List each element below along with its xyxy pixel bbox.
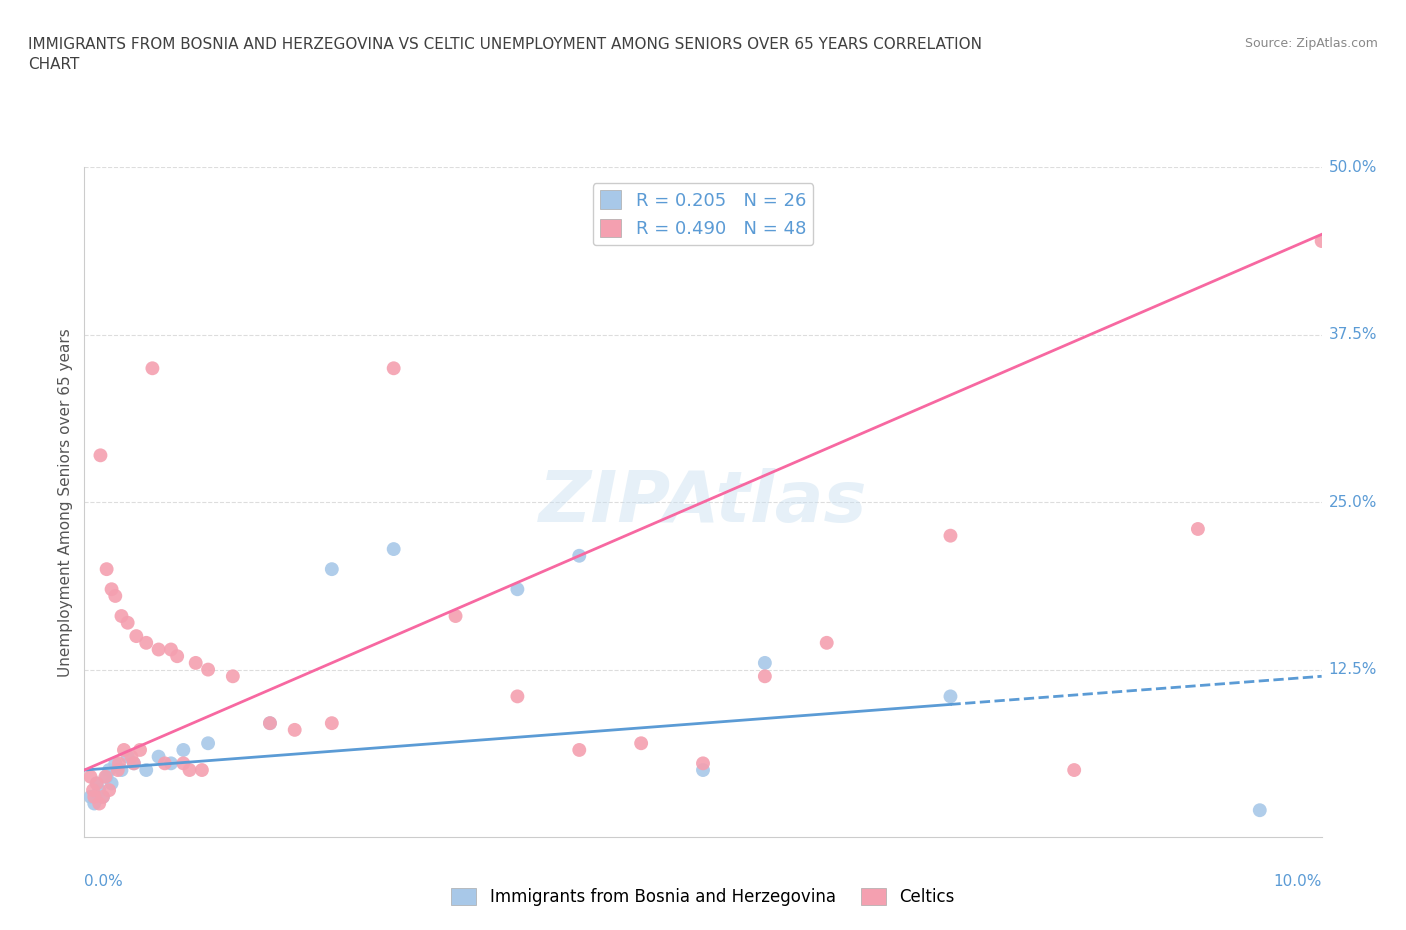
Point — [506, 582, 529, 597]
Legend: R = 0.205   N = 26, R = 0.490   N = 48: R = 0.205 N = 26, R = 0.490 N = 48 — [592, 183, 814, 246]
Point — [172, 756, 194, 771]
Point — [160, 756, 183, 771]
Point — [89, 448, 111, 463]
Point — [259, 716, 281, 731]
Point — [321, 716, 343, 731]
Point — [160, 642, 183, 657]
Point — [94, 769, 117, 784]
Point — [79, 790, 101, 804]
Point — [692, 763, 714, 777]
Point — [107, 763, 129, 777]
Point — [939, 528, 962, 543]
Point — [86, 776, 108, 790]
Point — [172, 742, 194, 757]
Point — [82, 783, 104, 798]
Point — [83, 790, 105, 804]
Point — [754, 656, 776, 671]
Point — [191, 763, 214, 777]
Point — [506, 689, 529, 704]
Point — [100, 582, 122, 597]
Point — [222, 669, 245, 684]
Point — [1187, 522, 1209, 537]
Point — [89, 796, 111, 811]
Point — [110, 763, 132, 777]
Point — [110, 608, 132, 623]
Point — [692, 756, 714, 771]
Point — [382, 541, 405, 556]
Point — [98, 763, 121, 777]
Text: IMMIGRANTS FROM BOSNIA AND HERZEGOVINA VS CELTIC UNEMPLOYMENT AMONG SENIORS OVER: IMMIGRANTS FROM BOSNIA AND HERZEGOVINA V… — [28, 37, 983, 72]
Point — [122, 756, 145, 771]
Point — [184, 656, 207, 671]
Text: 12.5%: 12.5% — [1329, 662, 1376, 677]
Point — [179, 763, 201, 777]
Point — [141, 361, 163, 376]
Legend: Immigrants from Bosnia and Herzegovina, Celtics: Immigrants from Bosnia and Herzegovina, … — [444, 881, 962, 912]
Point — [135, 763, 157, 777]
Text: 10.0%: 10.0% — [1274, 874, 1322, 889]
Point — [96, 562, 118, 577]
Point — [166, 649, 188, 664]
Point — [1063, 763, 1085, 777]
Y-axis label: Unemployment Among Seniors over 65 years: Unemployment Among Seniors over 65 years — [58, 328, 73, 677]
Point — [96, 769, 118, 784]
Point — [86, 776, 108, 790]
Text: 37.5%: 37.5% — [1329, 327, 1376, 342]
Point — [122, 756, 145, 771]
Text: 25.0%: 25.0% — [1329, 495, 1376, 510]
Point — [568, 742, 591, 757]
Point — [284, 723, 307, 737]
Point — [120, 750, 142, 764]
Point — [1310, 233, 1333, 248]
Point — [815, 635, 838, 650]
Point — [153, 756, 176, 771]
Point — [104, 756, 127, 771]
Point — [117, 616, 139, 631]
Point — [382, 361, 405, 376]
Point — [568, 549, 591, 564]
Point — [754, 669, 776, 684]
Text: ZIPAtlas: ZIPAtlas — [538, 468, 868, 537]
Point — [104, 589, 127, 604]
Point — [108, 756, 131, 771]
Text: 0.0%: 0.0% — [84, 874, 124, 889]
Point — [1249, 803, 1271, 817]
Point — [321, 562, 343, 577]
Point — [630, 736, 652, 751]
Text: 50.0%: 50.0% — [1329, 160, 1376, 175]
Point — [148, 750, 170, 764]
Point — [259, 716, 281, 731]
Point — [197, 662, 219, 677]
Point — [83, 796, 105, 811]
Point — [129, 742, 152, 757]
Point — [148, 642, 170, 657]
Point — [98, 783, 121, 798]
Point — [197, 736, 219, 751]
Point — [117, 750, 139, 764]
Point — [939, 689, 962, 704]
Point — [125, 629, 148, 644]
Point — [91, 790, 114, 804]
Point — [79, 769, 101, 784]
Text: Source: ZipAtlas.com: Source: ZipAtlas.com — [1244, 37, 1378, 50]
Point — [100, 776, 122, 790]
Point — [112, 742, 135, 757]
Point — [89, 783, 111, 798]
Point — [444, 608, 467, 623]
Point — [135, 635, 157, 650]
Point — [91, 790, 114, 804]
